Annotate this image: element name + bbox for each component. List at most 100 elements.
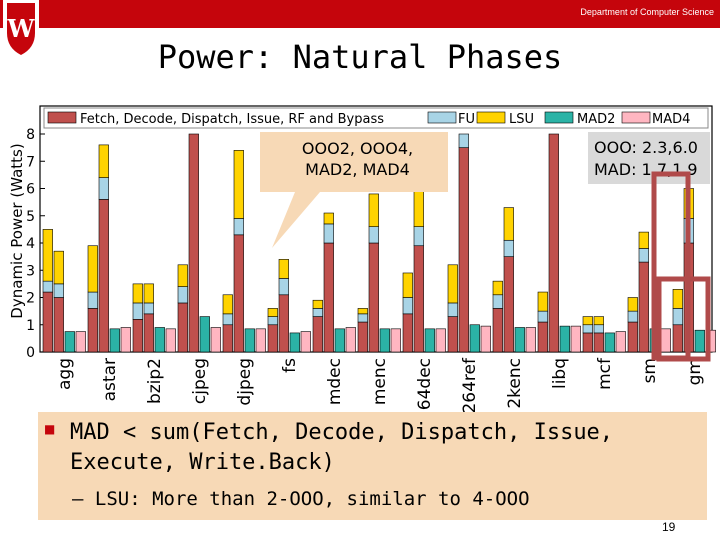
bar-segment-djpeg-OOO4-2 [233, 150, 244, 219]
crest-shield [7, 3, 35, 55]
legend-box [43, 107, 709, 129]
bar-segment-h264dec-OOO4-1 [413, 226, 424, 247]
bar-segment-mcf-OOO4-0 [593, 332, 604, 353]
bar-segment-cjpeg-OOO2-0 [177, 302, 188, 353]
legend-swatch-2 [476, 111, 506, 124]
x-tick-label-cjpeg: cjpeg [190, 358, 210, 404]
highlight-mad [656, 276, 711, 362]
annotation-line-1: OOO: 2.3,6.0 [594, 138, 698, 157]
y-tick-label: 3 [26, 263, 35, 279]
x-tick-label-fs: fs [280, 358, 300, 373]
crest-letter: W [7, 14, 36, 43]
bar-segment-mcf-MAD2-0 [604, 332, 615, 353]
bar-segment-h2kenc-OOO2-0 [492, 308, 503, 353]
bar-segment-djpeg-MAD2-0 [244, 328, 255, 353]
bar-segment-mcf-OOO2-2 [582, 316, 593, 326]
bar-segment-mdec-MAD4-0 [345, 327, 356, 353]
bar-segment-libq-MAD2-0 [559, 325, 570, 353]
bar-segment-agg-OOO2-2 [42, 229, 53, 282]
x-tick-label-mcf: mcf [595, 357, 615, 390]
bar-segment-mcf-OOO4-1 [593, 324, 604, 334]
x-tick-label-mdec: mdec [325, 358, 345, 405]
bar-segment-h2kenc-OOO2-1 [492, 294, 503, 309]
bar-segment-h264ref-OOO2-0 [447, 316, 458, 353]
bar-segment-libq-OOO2-2 [537, 291, 548, 312]
bar-segment-djpeg-OOO4-0 [233, 234, 244, 353]
callout-text: OOO2, OOO4, MAD2, MAD4 [265, 138, 450, 180]
bar-segment-fs-OOO4-0 [278, 294, 289, 353]
bar-segment-h264ref-OOO4-1 [458, 133, 469, 148]
y-tick-label: 1 [26, 318, 35, 334]
bar-segment-menc-MAD4-0 [390, 328, 401, 353]
bar-segment-astar-MAD4-0 [120, 327, 131, 353]
bar-segment-menc-OOO4-1 [368, 226, 379, 244]
bar-segment-mcf-OOO2-0 [582, 332, 593, 353]
bar-segment-astar-MAD2-0 [109, 328, 120, 353]
bar-segment-cjpeg-OOO2-2 [177, 264, 188, 287]
bar-segment-h264dec-OOO2-1 [402, 297, 413, 315]
bar-segment-bzip2-OOO4-2 [143, 283, 154, 304]
legend-swatch-0 [47, 111, 77, 124]
bar-segment-h2kenc-OOO4-2 [503, 207, 514, 241]
bar-segment-fs-MAD2-0 [289, 332, 300, 353]
bar-segment-h264ref-OOO2-2 [447, 264, 458, 304]
bar-segment-fs-OOO2-0 [267, 324, 278, 353]
x-tick-label-djpeg: djpeg [235, 358, 255, 406]
bar-segment-menc-MAD2-0 [379, 328, 390, 353]
bar-segment-bzip2-OOO4-1 [143, 302, 154, 315]
bar-segment-libq-OOO4-0 [548, 133, 559, 353]
bar-segment-agg-MAD2-0 [64, 331, 75, 353]
bar-segment-libq-OOO2-1 [537, 310, 548, 323]
bar-segment-astar-OOO4-0 [98, 199, 109, 353]
bar-segment-agg-OOO4-1 [53, 283, 64, 298]
bar-segment-sm-OOO4-0 [638, 261, 649, 353]
bar-segment-fs-OOO4-2 [278, 259, 289, 279]
x-tick-label-gm: gm [685, 358, 705, 385]
bar-segment-h2kenc-OOO4-0 [503, 256, 514, 353]
bar-segment-menc-OOO2-2 [357, 308, 368, 315]
bar-segment-mdec-MAD2-0 [334, 328, 345, 353]
bar-segment-agg-OOO2-1 [42, 280, 53, 293]
y-tick-label: 8 [26, 127, 35, 143]
bullet-marker: ■ [44, 422, 56, 436]
bar-segment-mdec-OOO2-0 [312, 316, 323, 353]
bar-segment-menc-OOO4-2 [368, 193, 379, 227]
bar-segment-mdec-OOO2-1 [312, 308, 323, 317]
bar-segment-h264ref-MAD4-0 [480, 325, 491, 353]
bar-segment-gm-MAD2-0 [694, 329, 705, 353]
bar-segment-astar-OOO2-1 [87, 291, 98, 309]
bar-segment-gm-OOO2-1 [672, 308, 683, 326]
bar-segment-mdec-OOO4-0 [323, 242, 334, 353]
bar-segment-gm-OOO2-0 [672, 324, 683, 353]
bar-segment-cjpeg-MAD2-0 [199, 316, 210, 353]
bar-segment-astar-OOO4-2 [98, 144, 109, 178]
callout-bubble [260, 132, 448, 248]
bullet-box [38, 412, 707, 520]
bar-segment-sm-OOO2-2 [627, 297, 638, 312]
bar-segment-h2kenc-OOO4-1 [503, 239, 514, 257]
bar-segment-mcf-MAD4-0 [615, 331, 626, 353]
bar-segment-bzip2-OOO2-1 [132, 302, 143, 320]
university-crest: W [3, 0, 39, 60]
bar-segment-h264dec-OOO2-2 [402, 272, 413, 298]
bar-segment-mcf-OOO2-1 [582, 324, 593, 334]
bullet-sub: – LSU: More than 2-OOO, similar to 4-OOO [72, 488, 530, 510]
legend-label-1: FU [458, 112, 475, 127]
bar-segment-sm-OOO4-1 [638, 248, 649, 263]
bar-segment-cjpeg-MAD4-0 [210, 327, 221, 353]
x-tick-label-libq: libq [550, 358, 570, 389]
bar-segment-sm-OOO2-0 [627, 321, 638, 353]
x-tick-label-agg: agg [55, 358, 75, 390]
slide-title: Power: Natural Phases [157, 38, 563, 76]
bar-segment-bzip2-MAD4-0 [165, 328, 176, 353]
bar-segment-mdec-OOO4-2 [323, 212, 334, 225]
bullet-main: MAD < sum(Fetch, Decode, Dispatch, Issue… [70, 420, 614, 475]
bar-segment-cjpeg-OOO4-0 [188, 133, 199, 353]
bar-segment-menc-OOO2-0 [357, 321, 368, 353]
bar-segment-bzip2-OOO2-2 [132, 283, 143, 304]
y-tick-label: 2 [26, 291, 35, 307]
bar-segment-astar-OOO2-0 [87, 308, 98, 353]
bar-segment-fs-MAD4-0 [300, 331, 311, 353]
bar-segment-fs-OOO2-1 [267, 316, 278, 326]
